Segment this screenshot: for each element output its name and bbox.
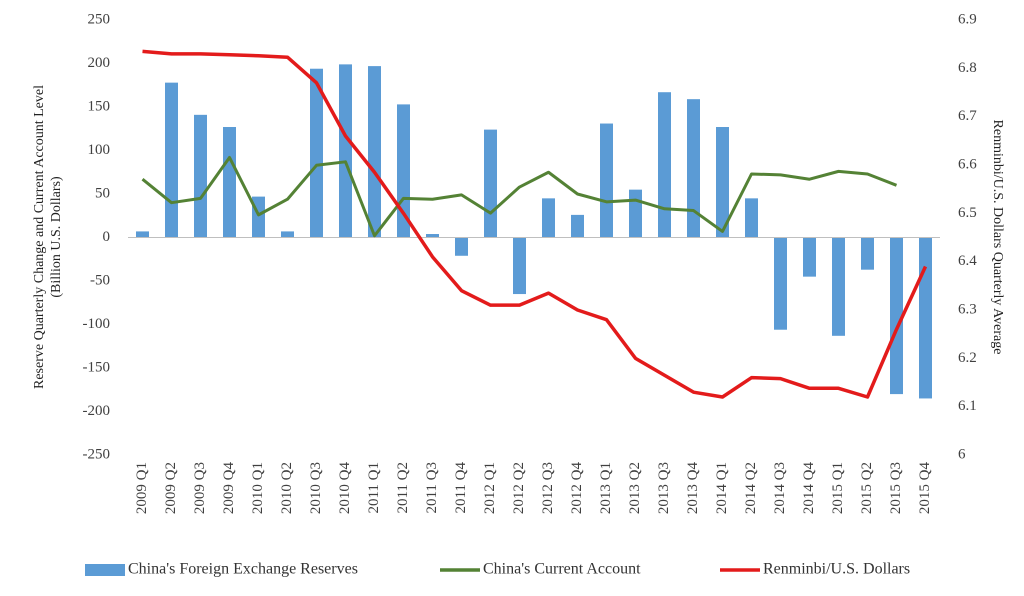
x-tick-label: 2011 Q4 (453, 462, 469, 514)
bar (803, 237, 816, 277)
y-tick-label: -150 (83, 359, 111, 375)
legend-label: China's Foreign Exchange Reserves (128, 561, 358, 578)
bar (716, 127, 729, 238)
y2-tick-label: 6.2 (958, 350, 977, 366)
y-tick-label: 200 (88, 55, 111, 71)
line (141, 155, 898, 238)
line (142, 49, 928, 399)
x-tick-label: 2010 Q3 (308, 462, 324, 514)
bar (571, 214, 584, 238)
bar (745, 198, 758, 238)
y2-tick-label: 6.1 (958, 398, 977, 414)
bar (542, 198, 555, 238)
bar (890, 237, 903, 395)
y-axis-title: Reserve Quarterly Change and Current Acc… (32, 85, 64, 389)
y-tick-label: -200 (83, 403, 111, 419)
x-tick-label: 2012 Q4 (569, 462, 585, 515)
x-tick-label: 2013 Q1 (598, 462, 614, 514)
legend-label: China's Current Account (483, 561, 641, 578)
x-tick-label: 2013 Q4 (685, 462, 701, 515)
bar (658, 92, 671, 238)
bar (223, 127, 236, 238)
bar (194, 114, 207, 238)
bar (136, 231, 149, 238)
x-tick-label: 2013 Q2 (627, 462, 643, 514)
y-tick-label: 0 (103, 229, 111, 245)
bar (861, 237, 874, 270)
bar (513, 237, 526, 295)
bar (310, 68, 323, 238)
x-tick-label: 2014 Q4 (801, 462, 817, 515)
y-tick-label: 100 (88, 142, 111, 158)
x-tick-label: 2012 Q1 (482, 462, 498, 514)
x-tick-label: 2014 Q2 (743, 462, 759, 514)
x-tick-label: 2009 Q3 (192, 462, 208, 514)
x-tick-label: 2010 Q4 (337, 462, 353, 515)
legend-swatch (85, 564, 125, 576)
x-tick-label: 2011 Q3 (424, 462, 440, 514)
x-tick-label: 2011 Q2 (395, 462, 411, 514)
bar (368, 66, 381, 238)
x-tick-label: 2015 Q2 (859, 462, 875, 514)
y2-tick-label: 6 (958, 446, 966, 462)
bar (687, 99, 700, 238)
bar (455, 237, 468, 256)
x-tick-label: 2011 Q1 (366, 462, 382, 514)
y2-tick-label: 6.4 (958, 253, 977, 269)
x-tick-label: 2015 Q3 (888, 462, 904, 514)
y-tick-label: 50 (95, 185, 110, 201)
x-tick-label: 2009 Q2 (163, 462, 179, 514)
x-tick-label: 2015 Q1 (830, 462, 846, 514)
y-axis-title-line: (Billion U.S. Dollars) (49, 176, 64, 298)
x-tick-label: 2015 Q4 (917, 462, 933, 515)
bar (484, 129, 497, 238)
bar (339, 64, 352, 238)
y-axis-title-line: Reserve Quarterly Change and Current Acc… (32, 85, 47, 389)
legend-label: Renminbi/U.S. Dollars (763, 561, 910, 578)
y2-tick-label: 6.6 (958, 156, 977, 172)
y2-axis-title: Renminbi/U.S. Dollars Quarterly Average (990, 120, 1005, 355)
x-tick-label: 2014 Q1 (714, 462, 730, 514)
x-tick-label: 2009 Q1 (134, 462, 150, 514)
bar (629, 189, 642, 238)
y2-tick-label: 6.9 (958, 11, 977, 27)
y2-tick-label: 6.5 (958, 205, 977, 221)
y-tick-label: -250 (83, 446, 111, 462)
y-tick-label: -50 (90, 272, 110, 288)
y-tick-label: 250 (88, 11, 111, 27)
y2-tick-label: 6.8 (958, 60, 977, 76)
x-tick-label: 2010 Q2 (279, 462, 295, 514)
x-tick-label: 2010 Q1 (250, 462, 266, 514)
y2-tick-label: 6.7 (958, 108, 977, 124)
bar (774, 237, 787, 330)
y2-tick-label: 6.3 (958, 301, 977, 317)
x-tick-label: 2013 Q3 (656, 462, 672, 514)
bar (832, 237, 845, 336)
bar (281, 231, 294, 238)
x-tick-label: 2012 Q2 (511, 462, 527, 514)
x-tick-label: 2014 Q3 (772, 462, 788, 514)
y-tick-label: -100 (83, 316, 111, 332)
bar (165, 82, 178, 238)
bar (426, 234, 439, 238)
y-tick-label: 150 (88, 98, 111, 114)
x-tick-label: 2012 Q3 (540, 462, 556, 514)
bar (600, 123, 613, 238)
bar (919, 237, 932, 399)
x-tick-label: 2009 Q4 (221, 462, 237, 515)
